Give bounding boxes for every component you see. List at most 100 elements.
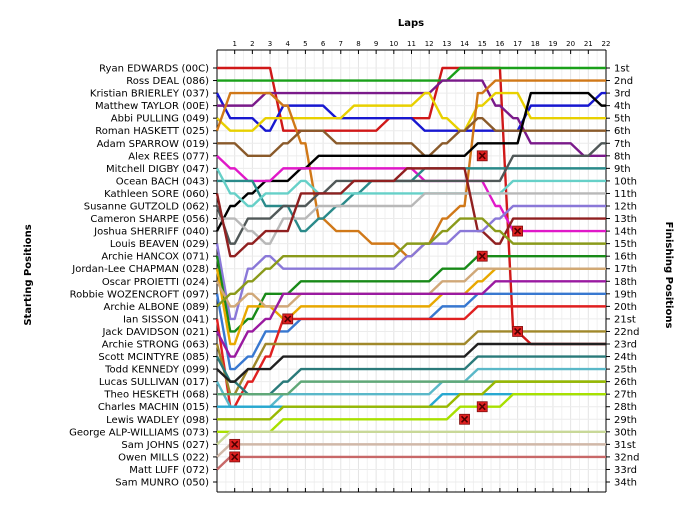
retirement-mark: [512, 225, 523, 237]
starting-position-label: Scott MCINTYRE (085): [98, 352, 209, 363]
lap-label: 12: [425, 40, 434, 48]
finishing-position-label: 13th: [614, 214, 637, 225]
starting-position-label: Ian SISSON (041): [123, 314, 209, 325]
lap-label: 22: [602, 40, 611, 48]
series-line-13: [217, 192, 606, 245]
retirement-mark: [476, 401, 488, 413]
starting-position-label: Sam JOHNS (027): [121, 440, 209, 451]
starting-position-label: Kathleen SORE (060): [104, 189, 209, 200]
series-line-20: [216, 217, 606, 308]
starting-position-label: Oscar PROIETTI (024): [102, 277, 209, 288]
right-axis-title: Finishing Positions: [663, 222, 674, 329]
finishing-position-label: 34th: [614, 478, 637, 489]
starting-position-label: Joshua SHERRIFF (040): [93, 227, 209, 238]
finishing-position-label: 3rd: [614, 89, 631, 100]
starting-position-label: Archie STRONG (063): [102, 340, 209, 351]
retirement-cross: [284, 315, 292, 323]
finishing-position-label: 30th: [614, 427, 637, 438]
starting-position-label: Archie HANCOX (071): [101, 252, 209, 263]
lap-label: 3: [268, 40, 272, 48]
starting-position-label: Charles MACHIN (015): [98, 402, 209, 413]
lap-label: 18: [531, 40, 540, 48]
finishing-position-label: 2nd: [614, 76, 633, 87]
finishing-position-label: 16th: [614, 252, 637, 263]
lap-label: 13: [442, 40, 451, 48]
finishing-position-label: 7th: [614, 139, 631, 150]
starting-position-label: Alex REES (077): [128, 151, 209, 162]
axes: [213, 49, 610, 493]
retirement-marks: [229, 150, 523, 463]
starting-position-label: Susanne GUTZOLD (062): [84, 202, 209, 213]
series-line-32: [216, 443, 606, 458]
lap-label: 5: [303, 40, 307, 48]
series-line-5: [216, 91, 606, 132]
starting-position-label: Jordan-Lee CHAPMAN (028): [71, 264, 209, 275]
lap-label: 9: [374, 40, 378, 48]
starting-position-label: Kristian BRIERLEY (037): [90, 89, 209, 100]
finishing-position-label: 12th: [614, 202, 637, 213]
series-line-23: [215, 330, 606, 396]
retirement-mark: [282, 313, 294, 325]
series-line-12: [215, 142, 606, 245]
starting-position-label: Ryan EDWARDS (00C): [99, 64, 209, 75]
lap-label: 14: [460, 40, 469, 48]
starting-position-label: Lewis WADLEY (098): [106, 415, 209, 426]
lap-label: 8: [356, 40, 360, 48]
starting-position-label: George ALP-WILLIAMS (073): [69, 427, 209, 438]
starting-position-label: Cameron SHARPE (056): [90, 214, 209, 225]
starting-position-label: Sam MUNRO (050): [115, 478, 209, 489]
lap-label: 4: [285, 40, 290, 48]
lap-label: 2: [250, 40, 254, 48]
starting-position-label: Theo HESKETH (068): [103, 390, 209, 401]
retirement-cross: [231, 453, 239, 461]
series-line-29: [217, 380, 606, 421]
lap-label: 17: [513, 40, 522, 48]
axis-labels: 1 2 3 4 5 6 7 8 9 10 11 12 13 14 15 16 17 18 19 20 21 22Ryan …: [69, 40, 639, 489]
series-line-22: [215, 280, 606, 358]
starting-position-label: Archie ALBONE (089): [103, 302, 209, 313]
retirement-cross: [478, 152, 486, 160]
lap-label: 7: [339, 40, 343, 48]
lap-label: 20: [566, 40, 575, 48]
starting-position-label: Abbi PULLING (049): [111, 114, 209, 125]
x-axis-title: Laps: [398, 18, 424, 29]
finishing-position-label: 17th: [614, 264, 637, 275]
finishing-position-label: 25th: [614, 365, 637, 376]
finishing-position-label: 11th: [614, 189, 637, 200]
retirement-mark: [459, 413, 470, 425]
finishing-position-label: 26th: [614, 377, 637, 388]
finishing-position-label: 33rd: [614, 465, 637, 476]
retirement-cross: [231, 440, 239, 448]
finishing-position-label: 8th: [614, 151, 631, 162]
lap-label: 10: [389, 40, 398, 48]
finishing-position-label: 19th: [614, 289, 637, 300]
series-line-8: [215, 91, 606, 232]
finishing-position-label: 29th: [614, 415, 637, 426]
series-line-14: [215, 167, 606, 258]
series-line-15: [215, 204, 606, 321]
series-line-2: [217, 66, 606, 82]
finishing-position-label: 20th: [614, 302, 637, 313]
series-line-33: [216, 455, 606, 471]
starting-position-label: Owen MILLS (022): [118, 452, 209, 463]
lap-label: 1: [232, 40, 236, 48]
starting-position-label: Jack DAVIDSON (021): [101, 327, 209, 338]
starting-position-label: Mitchell DIGBY (047): [106, 164, 209, 175]
retirement-mark: [229, 451, 241, 463]
finishing-position-label: 27th: [614, 390, 637, 401]
starting-position-label: Louis BEAVEN (029): [110, 239, 209, 250]
finishing-position-label: 23rd: [614, 340, 637, 351]
lap-label: 19: [548, 40, 557, 48]
lap-label: 6: [321, 40, 326, 48]
starting-position-label: Ocean BACH (043): [116, 176, 209, 187]
finishing-position-label: 24th: [614, 352, 637, 363]
series-line-24: [215, 355, 606, 396]
series-line-4: [217, 79, 606, 158]
starting-position-label: Adam SPARROW (019): [97, 139, 209, 150]
retirement-mark: [476, 250, 488, 262]
starting-position-label: Ross DEAL (086): [126, 76, 209, 87]
finishing-position-label: 15th: [614, 239, 637, 250]
finishing-position-label: 6th: [614, 126, 631, 137]
finishing-position-label: 5th: [614, 114, 631, 125]
